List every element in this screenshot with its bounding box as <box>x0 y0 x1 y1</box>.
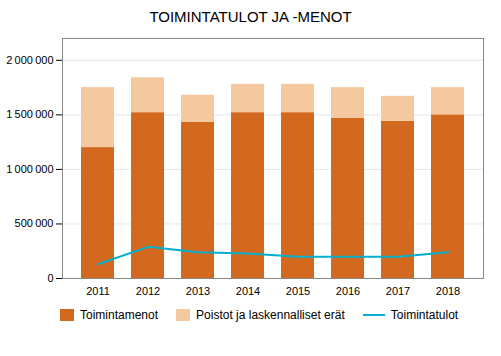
svg-text:0: 0 <box>47 272 53 284</box>
svg-text:2016: 2016 <box>336 285 360 297</box>
svg-text:2017: 2017 <box>386 285 410 297</box>
svg-text:2 000 000: 2 000 000 <box>6 54 53 66</box>
svg-text:2013: 2013 <box>186 285 210 297</box>
svg-text:2018: 2018 <box>436 285 460 297</box>
svg-text:2012: 2012 <box>136 285 160 297</box>
svg-text:1 500 000: 1 500 000 <box>6 108 53 120</box>
html-text:TOIMINTATULOT JA -MENOT: TOIMINTATULOT JA -MENOT <box>149 8 352 25</box>
svg-text:1 000 000: 1 000 000 <box>6 163 53 175</box>
svg-text:2015: 2015 <box>286 285 310 297</box>
html-text:Toimintamenot: Toimintamenot <box>80 308 158 322</box>
svg-text:500 000: 500 000 <box>15 217 54 229</box>
svg-text:2011: 2011 <box>86 285 110 297</box>
svg-text:2014: 2014 <box>236 285 260 297</box>
html-text:Toimintatulot: Toimintatulot <box>390 308 459 322</box>
html-text:Poistot ja laskennalliset erät: Poistot ja laskennalliset erät <box>196 308 345 322</box>
